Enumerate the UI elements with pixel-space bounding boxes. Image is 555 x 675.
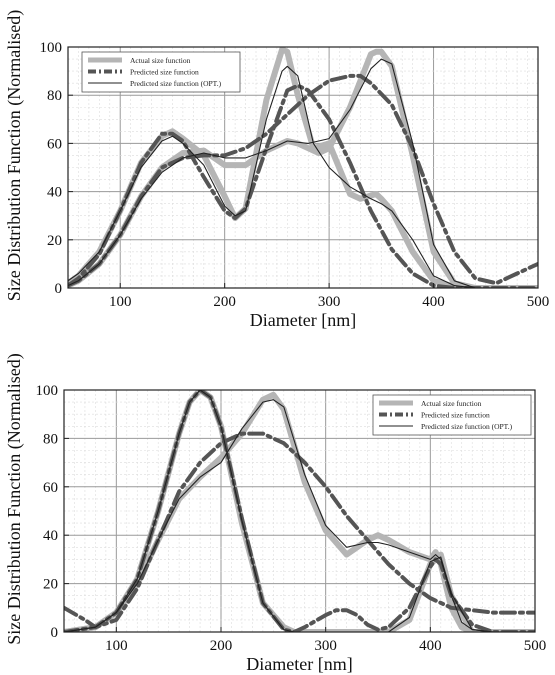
x-tick-label: 300 — [318, 294, 341, 310]
series-line-dash-dot-2 — [64, 431, 535, 630]
y-axis-title: Size Distribution Function (Normalised) — [4, 353, 25, 644]
series-group — [64, 390, 535, 632]
axes: 100 200 300 400 500 0 20 40 60 80 100 Diameter [nm]… — [4, 10, 549, 330]
series-line-thin-solid-1 — [68, 65, 538, 288]
x-tick-label: 200 — [210, 638, 233, 654]
y-tick-label: 40 — [47, 185, 62, 201]
y-tick-label: 80 — [43, 431, 58, 447]
y-tick-label: 40 — [43, 528, 58, 544]
chart-top: 100 200 300 400 500 0 20 40 60 80 100 Diameter [nm]… — [4, 10, 549, 330]
x-tick-label: 100 — [105, 638, 128, 654]
series-line-dash-dot-2 — [68, 73, 538, 288]
legend-label: Predicted size function — [421, 411, 490, 420]
x-axis-title: Diameter [nm] — [250, 310, 356, 330]
plot-frame — [63, 389, 536, 633]
y-tick-label: 0 — [55, 281, 63, 297]
legend-label: Predicted size function — [130, 68, 199, 77]
series-line-dash-dot-1 — [68, 83, 538, 288]
x-tick-label: 200 — [213, 294, 236, 310]
y-tick-label: 60 — [43, 480, 58, 496]
legend-label: Actual size function — [421, 399, 482, 408]
x-tick-label: 400 — [419, 638, 442, 654]
x-tick-label: 500 — [527, 294, 550, 310]
y-tick-label: 20 — [47, 233, 62, 249]
series-line-thin-solid-2 — [68, 58, 538, 288]
x-tick-label: 100 — [109, 294, 132, 310]
axes: 100 200 300 400 500 0 20 40 60 80 100 Diameter [nm]… — [4, 353, 546, 674]
legend-label: Predicted size function (OPT.) — [421, 422, 513, 431]
chart-bottom: 100 200 300 400 500 0 20 40 60 80 100 Diameter [nm]… — [4, 353, 546, 674]
y-axis-title: Size Distribution Function (Normalised) — [4, 10, 25, 301]
y-tick-label: 0 — [51, 625, 59, 641]
x-axis-title: Diameter [nm] — [246, 654, 352, 674]
legend: Actual size function Predicted size funct… — [372, 394, 532, 436]
y-tick-label: 60 — [47, 136, 62, 152]
y-tick-label: 80 — [47, 88, 62, 104]
plot-frame — [67, 46, 539, 289]
series-line-thin-solid-1 — [64, 399, 535, 632]
x-tick-label: 400 — [422, 294, 445, 310]
legend-label: Actual size function — [130, 56, 191, 65]
legend: Actual size function Predicted size funct… — [81, 51, 241, 93]
series-line-thin-solid-2 — [64, 390, 535, 632]
x-tick-label: 500 — [524, 638, 547, 654]
y-tick-label: 100 — [40, 40, 63, 56]
y-tick-label: 20 — [43, 577, 58, 593]
series-group — [68, 47, 538, 288]
legend-label: Predicted size function (OPT.) — [130, 79, 222, 88]
y-tick-label: 100 — [36, 383, 59, 399]
x-tick-label: 300 — [314, 638, 337, 654]
